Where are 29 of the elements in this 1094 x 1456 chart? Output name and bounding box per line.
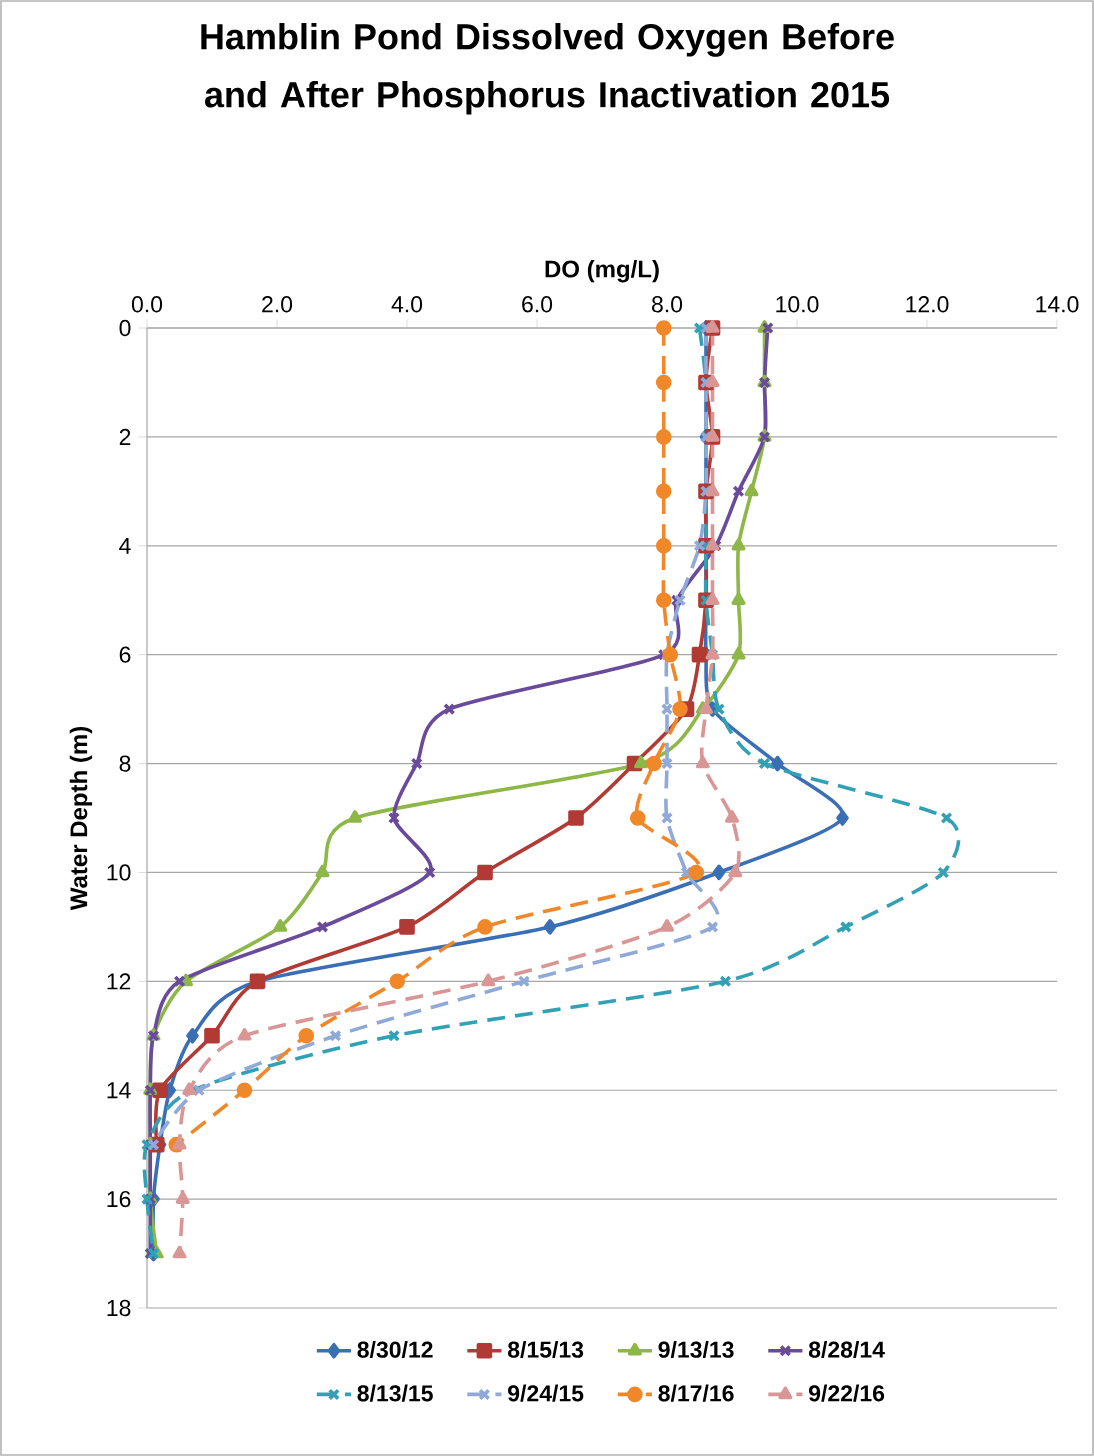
y-tick-label: 0 — [119, 319, 131, 337]
x-tick-label: 12.0 — [906, 296, 949, 313]
y-tick-label: 12 — [107, 973, 131, 990]
legend-label: 8/17/16 — [658, 1384, 734, 1402]
legend-label: 8/30/12 — [357, 1340, 433, 1359]
y-tick-label: 4 — [119, 537, 131, 554]
x-tick-label: 0.0 — [131, 296, 163, 313]
x-tick-label: 2.0 — [262, 296, 293, 313]
x-tick-label: 14.0 — [1036, 296, 1079, 313]
legend-label: 9/24/15 — [508, 1384, 584, 1402]
legend-label: 9/13/13 — [658, 1340, 734, 1359]
x-tick-label: 8.0 — [652, 296, 683, 313]
legend-label: 8/13/15 — [357, 1384, 433, 1402]
y-tick-label: 16 — [107, 1190, 131, 1208]
y-tick-label: 14 — [107, 1082, 131, 1099]
legend-label: 8/28/14 — [808, 1340, 885, 1359]
y-axis-title: Water Depth (m) — [69, 727, 93, 911]
y-tick-label: 2 — [119, 428, 131, 445]
chart-title: Hamblin Pond Dissolved Oxygen Before and After Phosphorus Inactivation 2015 — [201, 23, 894, 115]
x-tick-label: 6.0 — [522, 296, 553, 313]
x-tick-label: 10.0 — [776, 296, 819, 313]
x-tick-label: 4.0 — [391, 296, 423, 313]
y-tick-label: 8 — [119, 755, 131, 772]
y-tick-label: 10 — [107, 864, 131, 881]
y-tick-label: 6 — [119, 646, 131, 663]
x-axis-title: DO (mg/L) — [545, 259, 659, 283]
y-tick-label: 18 — [107, 1299, 131, 1317]
legend-label: 9/22/16 — [809, 1384, 885, 1402]
legend-label: 8/15/13 — [507, 1340, 584, 1359]
